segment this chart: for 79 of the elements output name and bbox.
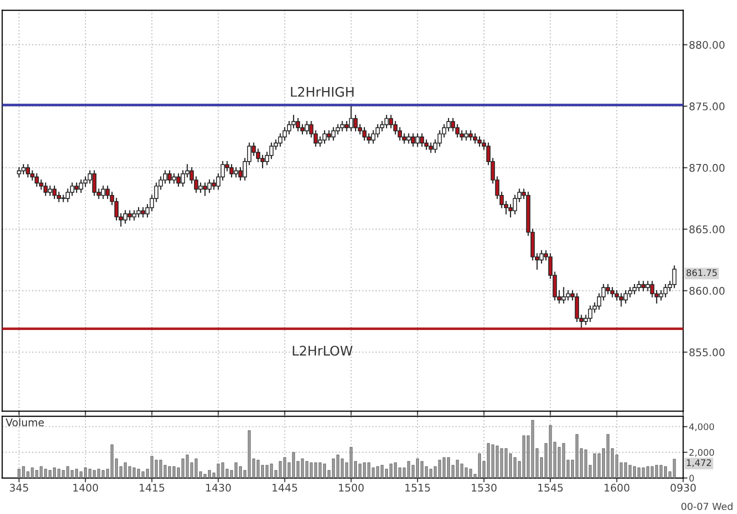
candlestick	[296, 118, 300, 132]
candlestick	[574, 293, 580, 322]
bar	[159, 460, 162, 478]
y-tick-label: 880.00	[689, 40, 725, 49]
y-tick-label: 2,000	[689, 449, 714, 457]
text: 861.75	[686, 269, 717, 276]
bar	[340, 458, 344, 478]
y-tick-label: 0	[689, 474, 694, 482]
bar	[66, 466, 70, 478]
candlestick	[114, 198, 119, 221]
candlestick	[198, 182, 203, 193]
candlestick	[663, 284, 668, 298]
candlestick	[450, 118, 456, 132]
candlestick	[229, 164, 234, 178]
candlestick	[105, 186, 110, 199]
candlestick	[78, 179, 84, 193]
candlestick	[331, 127, 336, 141]
text: 1,472	[686, 459, 711, 468]
x-tick-label: 1430	[206, 484, 231, 492]
candlestick	[672, 266, 676, 288]
candlestick	[176, 173, 181, 187]
candlestick	[353, 114, 358, 132]
candlestick	[202, 182, 208, 196]
bar	[248, 430, 251, 478]
x-tick-label: 1515	[405, 484, 430, 492]
candlestick	[52, 186, 57, 199]
bar	[672, 458, 676, 478]
x-tick-label: 1530	[472, 484, 497, 492]
bar	[464, 468, 468, 478]
candlestick	[472, 133, 478, 144]
candlestick	[539, 250, 544, 264]
candlestick	[632, 284, 637, 294]
bar	[278, 461, 282, 478]
x-tick-label: 1400	[73, 484, 98, 492]
candlestick	[415, 133, 420, 147]
candlestick	[172, 173, 176, 184]
x-tick-label: 1545	[538, 484, 563, 492]
candlestick	[16, 167, 22, 178]
x-tick-label: 1600	[604, 484, 630, 492]
candlestick	[83, 176, 88, 187]
x-tick-label: 0930	[670, 484, 696, 492]
ref-line-label: L2HrLOW	[292, 346, 353, 356]
candlestick	[446, 118, 451, 132]
y-tick-label: 4,000	[689, 423, 714, 432]
y-tick-label: 855.00	[689, 348, 725, 356]
candlestick	[207, 179, 212, 193]
bar	[310, 462, 313, 478]
candlestick	[269, 142, 274, 160]
x-tick-label: 1500	[339, 484, 364, 492]
candlestick	[74, 182, 79, 193]
candlestick	[512, 194, 518, 214]
x-tick-label: 1415	[140, 484, 164, 492]
y-tick-label: 865.00	[689, 225, 725, 234]
ref-line-label: L2HrHIGH	[291, 86, 354, 97]
y-tick-label: 875.00	[689, 102, 725, 110]
bar	[35, 470, 38, 478]
candlestick	[362, 127, 367, 141]
chart-title: Volume	[6, 418, 44, 426]
bar	[128, 466, 132, 478]
bar	[646, 466, 650, 478]
candlestick	[322, 130, 327, 144]
candlestick	[420, 133, 424, 147]
candlestick	[291, 114, 296, 128]
candlestick	[388, 114, 394, 128]
candlestick	[260, 154, 265, 168]
candlestick	[234, 167, 238, 178]
candlestick	[326, 130, 332, 141]
bar	[496, 446, 499, 478]
x-tick-label: 345	[10, 484, 28, 492]
text: 00-07 Wed	[681, 502, 732, 510]
candlestick	[384, 114, 389, 128]
candlestick	[636, 280, 642, 292]
y-tick-label: 870.00	[689, 164, 725, 172]
bar	[97, 468, 100, 478]
y-tick-label: 860.00	[689, 286, 725, 295]
candlestick	[606, 284, 610, 294]
candlestick	[477, 136, 482, 147]
candlestick	[167, 170, 172, 184]
x-tick-label: 1445	[272, 484, 298, 492]
